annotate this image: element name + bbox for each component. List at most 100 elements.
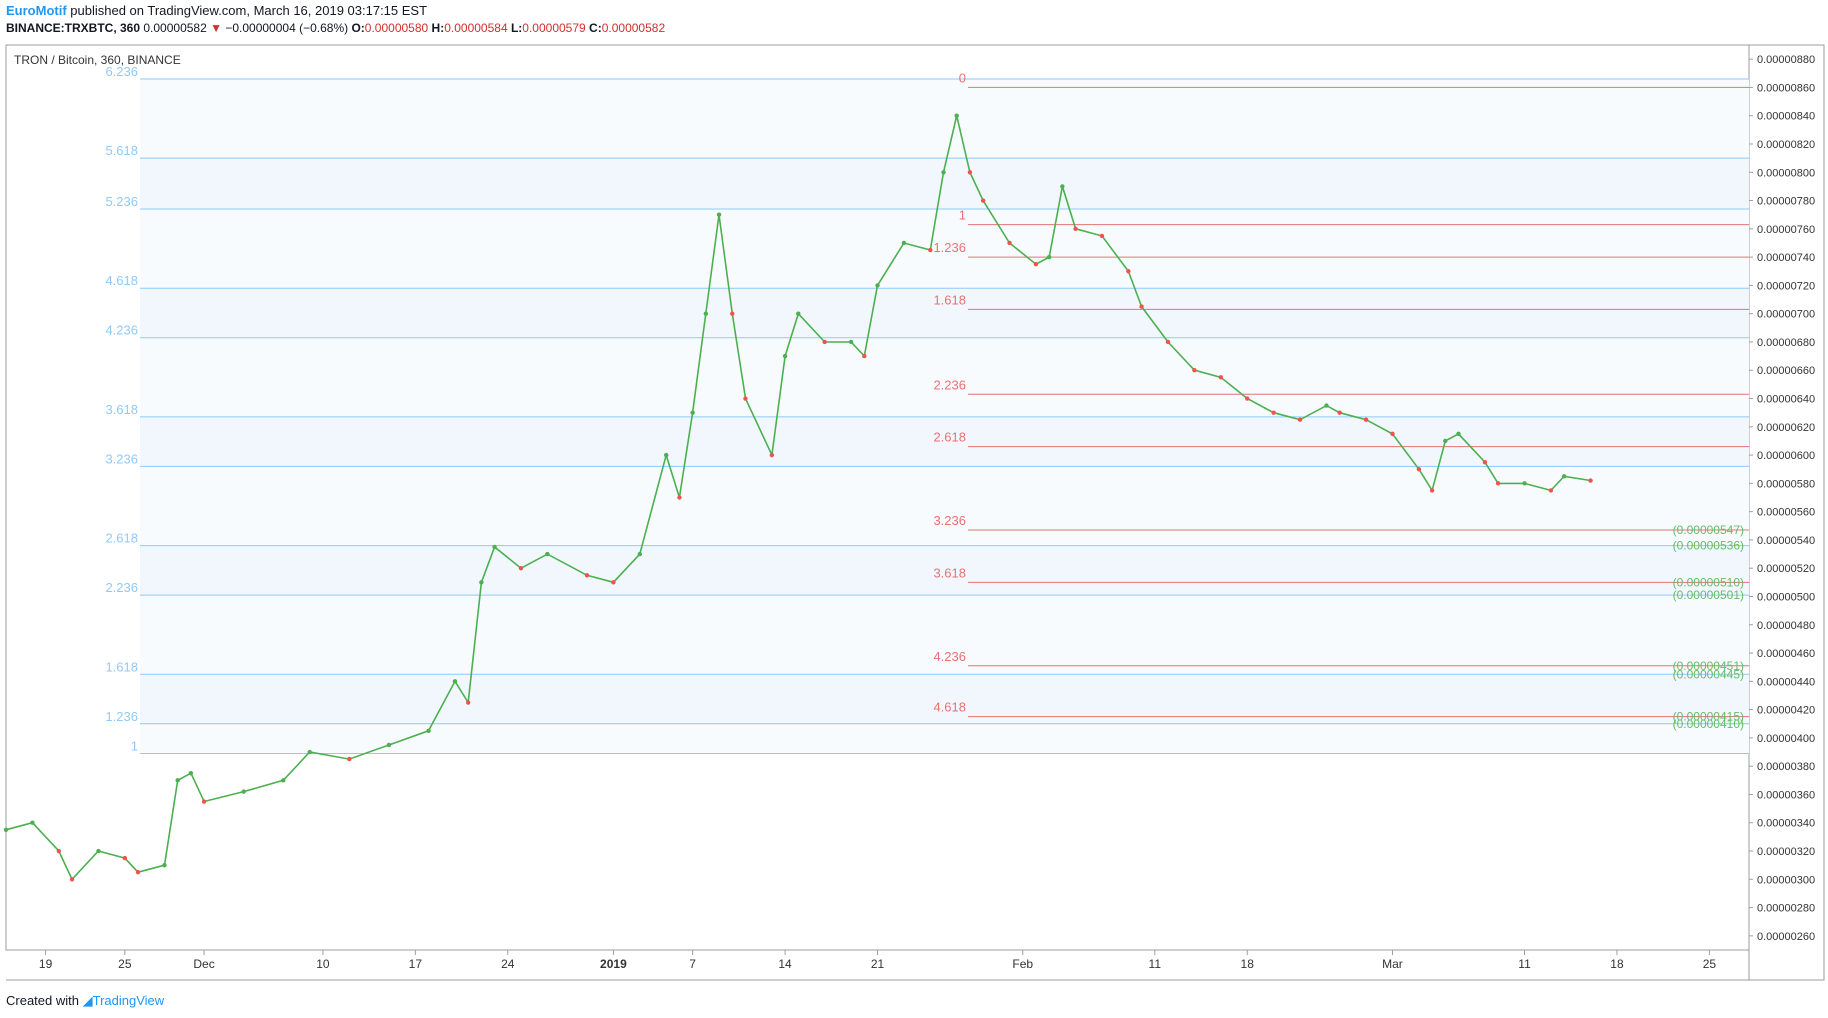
price-tick-label: 0.00000540 [1757, 535, 1815, 547]
open-label: O: [351, 21, 365, 35]
fib-left-level-label: 1.236 [105, 709, 138, 724]
price-tick-label: 0.00000360 [1757, 789, 1815, 801]
fib-left-band [140, 595, 1749, 675]
price-point [307, 749, 312, 755]
time-tick-label: 18 [1241, 957, 1255, 971]
price-point [1046, 254, 1052, 260]
tradingview-logo-icon[interactable]: ◢ [82, 993, 93, 1008]
price-point [730, 311, 735, 316]
price-point [347, 756, 352, 762]
time-tick-label: 14 [778, 957, 792, 971]
price-point [1588, 478, 1593, 483]
price-tick-label: 0.00000880 [1757, 54, 1815, 66]
price-point [1337, 410, 1342, 415]
price-point [901, 240, 907, 246]
price-point [426, 728, 431, 734]
price-tag-label: (0.00000410) [1673, 717, 1744, 731]
price-point [782, 353, 788, 359]
price-point [584, 573, 590, 578]
price-tag-label: (0.00000415) [1673, 710, 1744, 724]
price-tag-label: (0.00000501) [1673, 588, 1744, 602]
price-point [703, 311, 709, 316]
fib-right-level-label: 3.618 [933, 565, 966, 580]
price-tick-label: 0.00000420 [1757, 705, 1815, 717]
fib-right-level-label: 2.618 [933, 430, 966, 445]
fib-left-level-label: 1 [131, 738, 138, 753]
price-point [822, 339, 827, 345]
tradingview-brand[interactable]: TradingView [92, 993, 165, 1008]
price-point [241, 789, 246, 794]
fib-left-band [140, 723, 1749, 754]
price-point [677, 495, 682, 500]
price-point [941, 170, 946, 175]
fib-right-level-label: 1 [959, 208, 966, 223]
open-value: 0.00000580 [364, 21, 429, 35]
price-point [1429, 488, 1435, 493]
price-point [122, 855, 128, 861]
fib-left-level-label: 5.618 [105, 143, 138, 158]
price-point [862, 353, 867, 359]
price-point [1443, 438, 1448, 444]
price-point [452, 679, 458, 684]
fib-extension-right[interactable]: 0 1 1.236 1.618 2.236 2.618 3.236 3.618 4.236 4.6… [933, 70, 1749, 718]
fib-left-level-label: 4.236 [105, 323, 138, 338]
price-tags: (0.00000547)(0.00000536)(0.00000510)(0.0… [1673, 523, 1744, 731]
fib-right-level-label: 4.236 [933, 649, 966, 664]
fib-left-band [140, 78, 1749, 159]
price-point [201, 799, 207, 804]
fib-left-level-label: 5.236 [105, 194, 138, 209]
time-tick-label: 17 [409, 957, 423, 971]
fib-left-band [140, 337, 1749, 417]
price-point [611, 580, 616, 585]
price-axis-ticks: 0.00000260 0.00000280 0.00000300 0.00000320… [1749, 54, 1815, 943]
time-tick-label: 25 [1703, 957, 1717, 971]
fib-left-band [140, 545, 1749, 596]
time-tick-label: 7 [689, 957, 696, 971]
price-series-line [5, 115, 1591, 881]
price-point [162, 862, 167, 868]
high-value: 0.00000584 [444, 21, 508, 35]
price-point [1139, 304, 1144, 309]
price-point [281, 778, 286, 783]
price-tick-label: 0.00000600 [1757, 450, 1815, 462]
price-tag-label: (0.00000510) [1673, 575, 1744, 589]
price-tick-label: 0.00000480 [1757, 620, 1815, 632]
time-tick-label: 2019 [600, 957, 627, 971]
price-tick-label: 0.00000860 [1757, 82, 1815, 94]
price-point [545, 551, 550, 557]
price-point [56, 848, 62, 854]
price-series [3, 113, 1593, 882]
author-link[interactable]: EuroMotif [6, 3, 67, 18]
price-point [1482, 459, 1488, 465]
price-point [875, 283, 880, 288]
price-point [1456, 431, 1461, 437]
price-tag-label: (0.00000451) [1673, 659, 1744, 673]
price-tick-label: 0.00000280 [1757, 903, 1815, 915]
price-point [175, 778, 180, 783]
price-point [980, 198, 986, 203]
fib-right-level-label: 1.236 [933, 240, 966, 255]
price-tick-label: 0.00000680 [1757, 337, 1815, 349]
price-point [492, 544, 497, 550]
price-tag-label: (0.00000445) [1673, 667, 1744, 681]
price-tick-label: 0.00000320 [1757, 846, 1815, 858]
time-tick-label: Dec [193, 957, 214, 971]
fib-left-band [140, 209, 1749, 289]
ohlc-bar: BINANCE:TRXBTC, 360 0.00000582 ▼ −0.0000… [6, 21, 665, 35]
price-change: −0.00000004 (−0.68%) [225, 21, 349, 35]
price-tick-label: 0.00000780 [1757, 196, 1815, 208]
time-axis-ticks: 19 25 Dec 10 17 24 2019 7 14 21 Feb 11 18 Mar 11 18 25 [39, 950, 1716, 971]
fib-extension-left[interactable]: 6.236 5.618 5.236 4.618 4.236 3.618 3.236 2.618… [105, 64, 1749, 754]
price-tick-label: 0.00000380 [1757, 761, 1815, 773]
price-point [1033, 261, 1039, 267]
price-point [135, 870, 141, 875]
fib-left-level-label: 2.618 [105, 531, 138, 546]
close-value: 0.00000582 [601, 21, 666, 35]
time-tick-label: 11 [1518, 957, 1531, 971]
high-label: H: [431, 21, 445, 35]
fib-right-level-label: 4.618 [933, 700, 966, 715]
price-point [1363, 417, 1369, 422]
price-point [743, 396, 748, 401]
down-arrow-icon: ▼ [210, 21, 222, 35]
